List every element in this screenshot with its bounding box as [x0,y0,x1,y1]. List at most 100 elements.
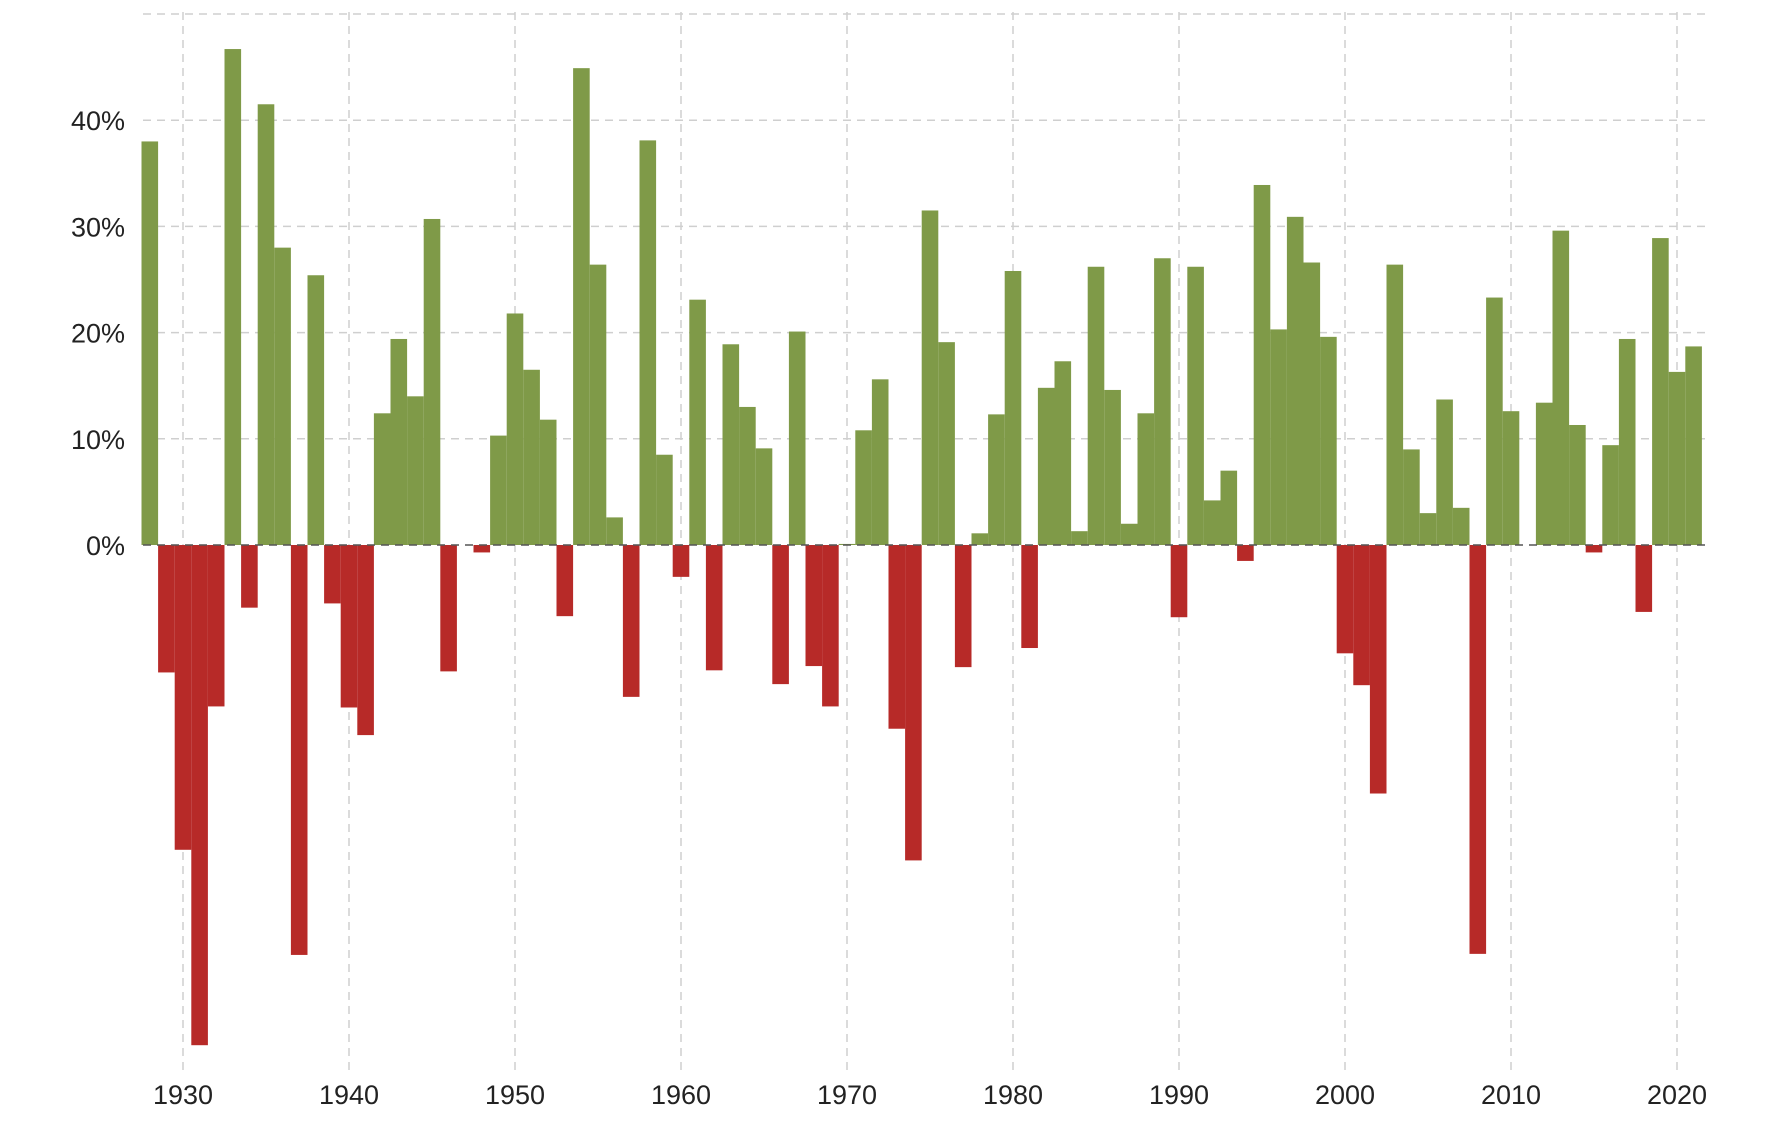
y-axis-labels: 0% 10% 20% 30% 40% [71,106,125,561]
bar-1997 [1286,216,1304,545]
bar-2019 [1652,238,1669,545]
bar-1986 [1104,389,1121,545]
bar-1988 [1137,413,1155,545]
bar-1979 [988,414,1005,545]
bar-2017 [1618,338,1636,545]
bar-1929 [158,545,175,673]
bar-1944 [407,396,424,545]
bar-1952 [539,419,557,545]
bar-1956 [606,517,623,545]
y-tick-label: 10% [71,425,125,455]
bar-2015 [1585,545,1603,553]
bar-1949 [490,435,507,545]
bar-1998 [1303,262,1321,545]
bar-1978 [971,533,989,545]
bar-2005 [1419,513,1437,545]
bar-1937 [290,545,308,955]
bar-1999 [1320,336,1337,545]
bar-1939 [324,545,341,604]
bar-1962 [705,545,723,671]
bar-1935 [257,104,275,546]
bar-1987 [1120,523,1138,545]
bar-1995 [1253,184,1271,546]
bar-1961 [689,299,706,545]
bar-1959 [656,454,673,545]
x-tick-label: 2020 [1647,1080,1707,1110]
bar-1973 [888,545,906,729]
bar-1931 [191,545,208,1046]
bar-1965 [755,448,773,545]
bar-2000 [1336,545,1354,654]
bar-1964 [739,406,756,545]
bar-1942 [373,413,391,545]
bar-2013 [1552,230,1570,545]
bar-1930 [174,545,192,850]
bar-1943 [390,338,408,545]
bar-1963 [722,344,740,545]
bar-1996 [1270,329,1287,545]
bar-1974 [905,545,922,861]
bar-2001 [1353,545,1370,686]
bar-1967 [788,331,806,545]
bar-1975 [921,210,939,545]
bar-1983 [1054,361,1072,545]
bar-1980 [1004,271,1022,545]
bar-1976 [938,342,955,545]
bar-1941 [357,545,374,736]
bar-1992 [1203,500,1221,545]
x-tick-label: 1990 [1149,1080,1209,1110]
bar-2020 [1668,371,1686,545]
bar-1928 [141,141,159,545]
x-axis-labels: 1930 1940 1950 1960 1970 1980 1990 2000 2010 2020 [153,1080,1707,1110]
bar-2012 [1535,402,1553,545]
bar-2009 [1486,297,1503,545]
bar-1936 [274,247,291,545]
bar-2016 [1602,445,1619,545]
y-tick-label: 40% [71,106,125,136]
bar-1955 [589,264,607,545]
bar-1994 [1237,545,1254,561]
bar-1945 [423,218,441,545]
bar-1968 [805,545,823,667]
bar-2014 [1569,424,1586,545]
bar-1934 [241,545,258,608]
y-tick-label: 20% [71,319,125,349]
bar-1933 [224,49,242,546]
bar-2007 [1452,507,1470,545]
bar-1946 [440,545,457,672]
grid-layer [143,12,1706,1074]
bar-1948 [473,545,491,553]
bar-2003 [1386,264,1404,545]
bar-2006 [1436,399,1453,545]
bar-1981 [1021,545,1038,649]
bar-2010 [1502,411,1520,545]
bar-1989 [1154,258,1171,545]
bar-1958 [639,140,657,545]
bars-layer [141,49,1702,1046]
bar-1985 [1087,266,1105,545]
x-tick-label: 1980 [983,1080,1043,1110]
x-tick-label: 1930 [153,1080,213,1110]
bar-1991 [1187,266,1204,545]
bar-1984 [1071,531,1088,545]
bar-1954 [573,68,590,545]
bar-1982 [1037,387,1055,545]
bar-1993 [1220,470,1238,545]
y-tick-label: 0% [86,531,125,561]
bar-1951 [523,369,540,545]
bar-1990 [1170,545,1188,618]
bar-1950 [506,313,524,545]
x-tick-label: 1950 [485,1080,545,1110]
x-tick-label: 1970 [817,1080,877,1110]
bar-1953 [556,545,574,617]
bar-1969 [822,545,839,707]
bar-1940 [340,545,358,708]
bar-1938 [307,275,325,545]
x-tick-label: 1960 [651,1080,711,1110]
bar-1971 [855,430,872,545]
bar-1932 [207,545,225,707]
bar-1966 [772,545,789,685]
bar-1977 [954,545,972,668]
bar-1957 [622,545,640,697]
